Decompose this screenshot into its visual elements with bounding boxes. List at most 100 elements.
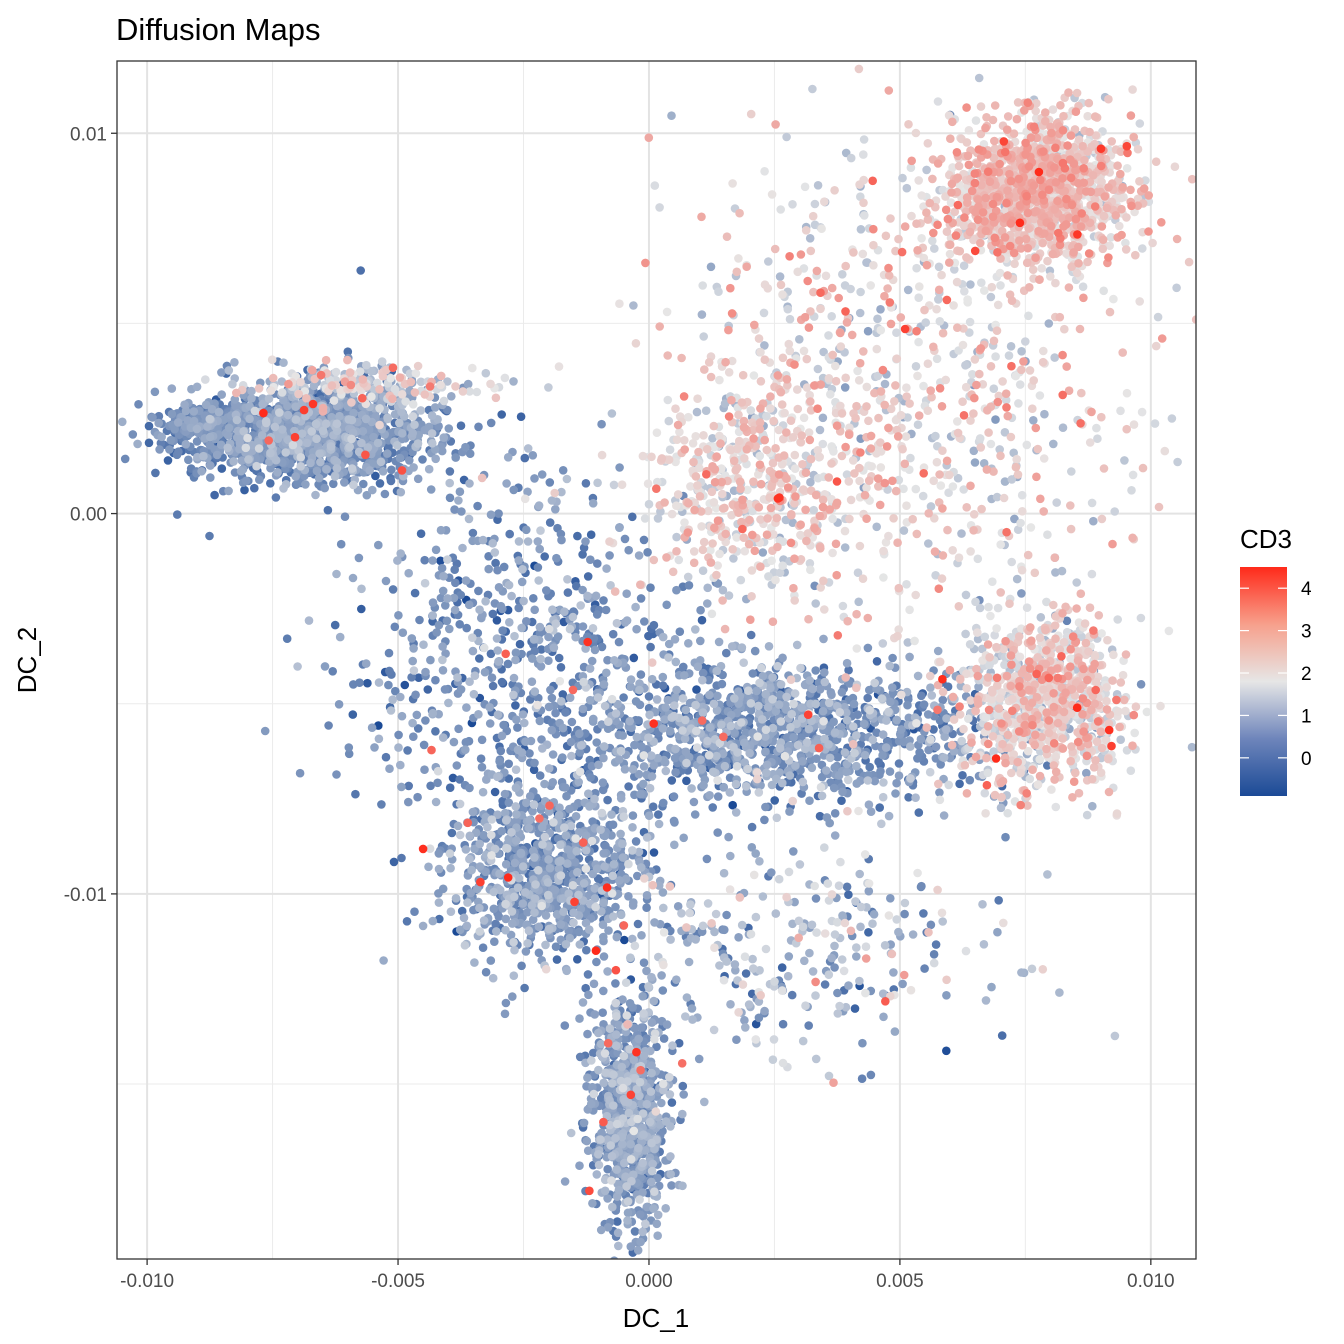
scatter-point xyxy=(669,792,679,801)
scatter-point xyxy=(512,810,521,819)
scatter-point xyxy=(693,662,703,671)
scatter-point xyxy=(805,676,814,685)
scatter-point xyxy=(533,537,543,546)
scatter-point xyxy=(328,667,338,676)
scatter-point xyxy=(682,993,692,1002)
scatter-point xyxy=(875,770,884,779)
scatter-point xyxy=(691,625,700,634)
scatter-point xyxy=(433,778,442,788)
scatter-point xyxy=(603,967,612,976)
scatter-point xyxy=(856,922,865,932)
scatter-point xyxy=(583,572,593,581)
scatter-point xyxy=(616,794,626,803)
scatter-point xyxy=(647,1177,656,1187)
scatter-point xyxy=(640,617,649,626)
scatter-point xyxy=(496,601,506,611)
scatter-point xyxy=(647,751,656,760)
scatter-point xyxy=(383,449,392,458)
scatter-point xyxy=(432,628,442,637)
scatter-point xyxy=(850,1004,860,1013)
scatter-point xyxy=(589,714,598,724)
scatter-point xyxy=(886,697,895,707)
scatter-point xyxy=(642,891,652,900)
scatter-point xyxy=(420,555,430,565)
scatter-point xyxy=(582,1136,592,1146)
scatter-point xyxy=(485,719,495,728)
scatter-point xyxy=(717,679,727,689)
scatter-point xyxy=(436,593,446,603)
scatter-point xyxy=(461,576,471,585)
scatter-point xyxy=(441,601,450,610)
scatter-point xyxy=(845,679,854,688)
scatter-point xyxy=(402,917,412,926)
scatter-point xyxy=(632,732,642,742)
scatter-point xyxy=(561,783,570,792)
scatter-point xyxy=(755,857,764,866)
scatter-point xyxy=(886,894,895,903)
scatter-point xyxy=(438,733,448,742)
scatter-point xyxy=(732,1035,741,1044)
scatter-point xyxy=(611,979,620,988)
scatter-point xyxy=(667,1181,676,1190)
scatter-point xyxy=(710,927,719,937)
scatter-point xyxy=(703,599,712,608)
scatter-point xyxy=(713,828,722,837)
scatter-point xyxy=(830,728,840,737)
scatter-point xyxy=(419,740,429,750)
scatter-point xyxy=(673,902,683,911)
scatter-point xyxy=(917,691,926,701)
scatter-point xyxy=(592,738,601,747)
scatter-point xyxy=(489,904,499,914)
scatter-point xyxy=(722,648,731,658)
scatter-point xyxy=(439,433,449,442)
scatter-point xyxy=(516,848,526,858)
scatter-point xyxy=(712,666,721,676)
scatter-point xyxy=(556,920,566,929)
scatter-point xyxy=(431,675,440,685)
scatter-point xyxy=(653,1231,662,1240)
scatter-point xyxy=(833,752,842,762)
scatter-point xyxy=(940,732,949,741)
scatter-point xyxy=(866,1070,876,1080)
scatter-point xyxy=(908,930,918,939)
scatter-point xyxy=(731,808,741,817)
scatter-point xyxy=(600,862,609,871)
scatter-point xyxy=(687,784,696,793)
scatter-point xyxy=(1088,801,1097,811)
scatter-point xyxy=(575,1014,584,1023)
scatter-point xyxy=(487,673,497,682)
scatter-point xyxy=(555,803,564,812)
scatter-point xyxy=(695,693,704,702)
scatter-point xyxy=(465,783,474,793)
scatter-point xyxy=(493,646,503,655)
scatter-point xyxy=(628,765,638,774)
scatter-point xyxy=(476,754,486,763)
scatter-point xyxy=(617,1062,627,1072)
scatter-point xyxy=(888,653,897,663)
scatter-point xyxy=(520,453,530,463)
scatter-point xyxy=(553,632,563,641)
scatter-point xyxy=(501,998,511,1008)
scatter-point xyxy=(994,896,1003,905)
scatter-point xyxy=(1017,589,1026,598)
scatter-point xyxy=(1055,988,1064,997)
scatter-point xyxy=(622,589,631,598)
scatter-point xyxy=(602,564,611,573)
scatter-point xyxy=(821,766,831,775)
scatter-point xyxy=(431,727,440,736)
scatter-point xyxy=(144,421,154,431)
scatter-point xyxy=(197,467,206,476)
scatter-point xyxy=(475,839,485,849)
scatter-point xyxy=(334,700,344,709)
scatter-point xyxy=(929,725,938,734)
scatter-point xyxy=(404,568,414,578)
scatter-point xyxy=(678,1109,687,1119)
scatter-point xyxy=(479,916,489,925)
scatter-point xyxy=(544,764,554,773)
scatter-point xyxy=(165,445,174,454)
scatter-point xyxy=(470,958,479,967)
scatter-point xyxy=(390,622,400,632)
scatter-point xyxy=(394,743,403,752)
scatter-point xyxy=(636,1237,645,1247)
scatter-point xyxy=(426,781,435,791)
